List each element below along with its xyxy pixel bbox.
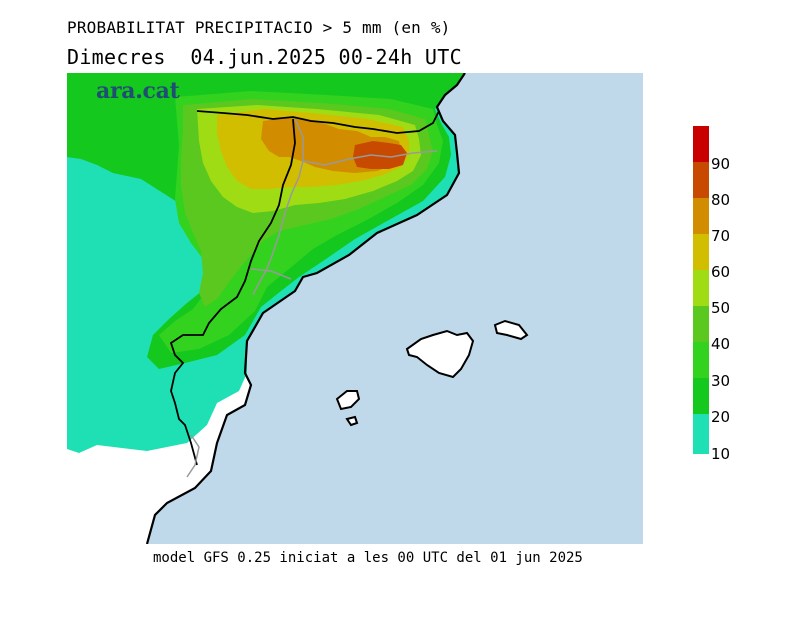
- map-subtitle: Dimecres 04.jun.2025 00-24h UTC: [67, 45, 462, 69]
- region-border-interior: [186, 118, 438, 478]
- legend-label-30: 30: [711, 372, 730, 390]
- legend-swatch-50-60: [693, 270, 709, 306]
- legend-swatch-90-100: [693, 126, 709, 162]
- legend-swatches: [693, 126, 709, 454]
- region-border-west: [169, 118, 296, 466]
- legend-label-80: 80: [711, 191, 730, 209]
- formentera-island: [345, 415, 359, 427]
- legend-label-60: 60: [711, 263, 730, 281]
- legend-swatch-70-80: [693, 198, 709, 234]
- legend-label-50: 50: [711, 299, 730, 317]
- legend-label-70: 70: [711, 227, 730, 245]
- mallorca-island: [405, 329, 475, 379]
- prob-80-area: [353, 141, 407, 169]
- legend-swatch-80-90: [693, 162, 709, 198]
- legend-swatch-20-30: [693, 378, 709, 414]
- map-title: PROBABILITAT PRECIPITACIO > 5 mm (en %): [67, 18, 451, 37]
- prob-10-west-patch: [67, 373, 103, 453]
- pyrenees-border: [196, 110, 440, 134]
- legend-swatch-60-70: [693, 234, 709, 270]
- legend-swatch-30-40: [693, 342, 709, 378]
- legend-swatch-10-20: [693, 414, 709, 454]
- model-footer-note: model GFS 0.25 iniciat a les 00 UTC del …: [153, 550, 583, 566]
- menorca-island: [493, 319, 529, 341]
- legend-label-20: 20: [711, 408, 730, 426]
- legend-swatch-40-50: [693, 306, 709, 342]
- legend-label-40: 40: [711, 335, 730, 353]
- legend-label-90: 90: [711, 155, 730, 173]
- legend-label-10: 10: [711, 445, 730, 463]
- probability-legend: 90 80 70 60 50 40 30 20 10: [693, 126, 730, 463]
- ara-cat-logo: ara.cat: [96, 78, 180, 104]
- precipitation-map: [67, 73, 643, 544]
- eivissa-island: [335, 390, 361, 411]
- coastline: [145, 73, 466, 544]
